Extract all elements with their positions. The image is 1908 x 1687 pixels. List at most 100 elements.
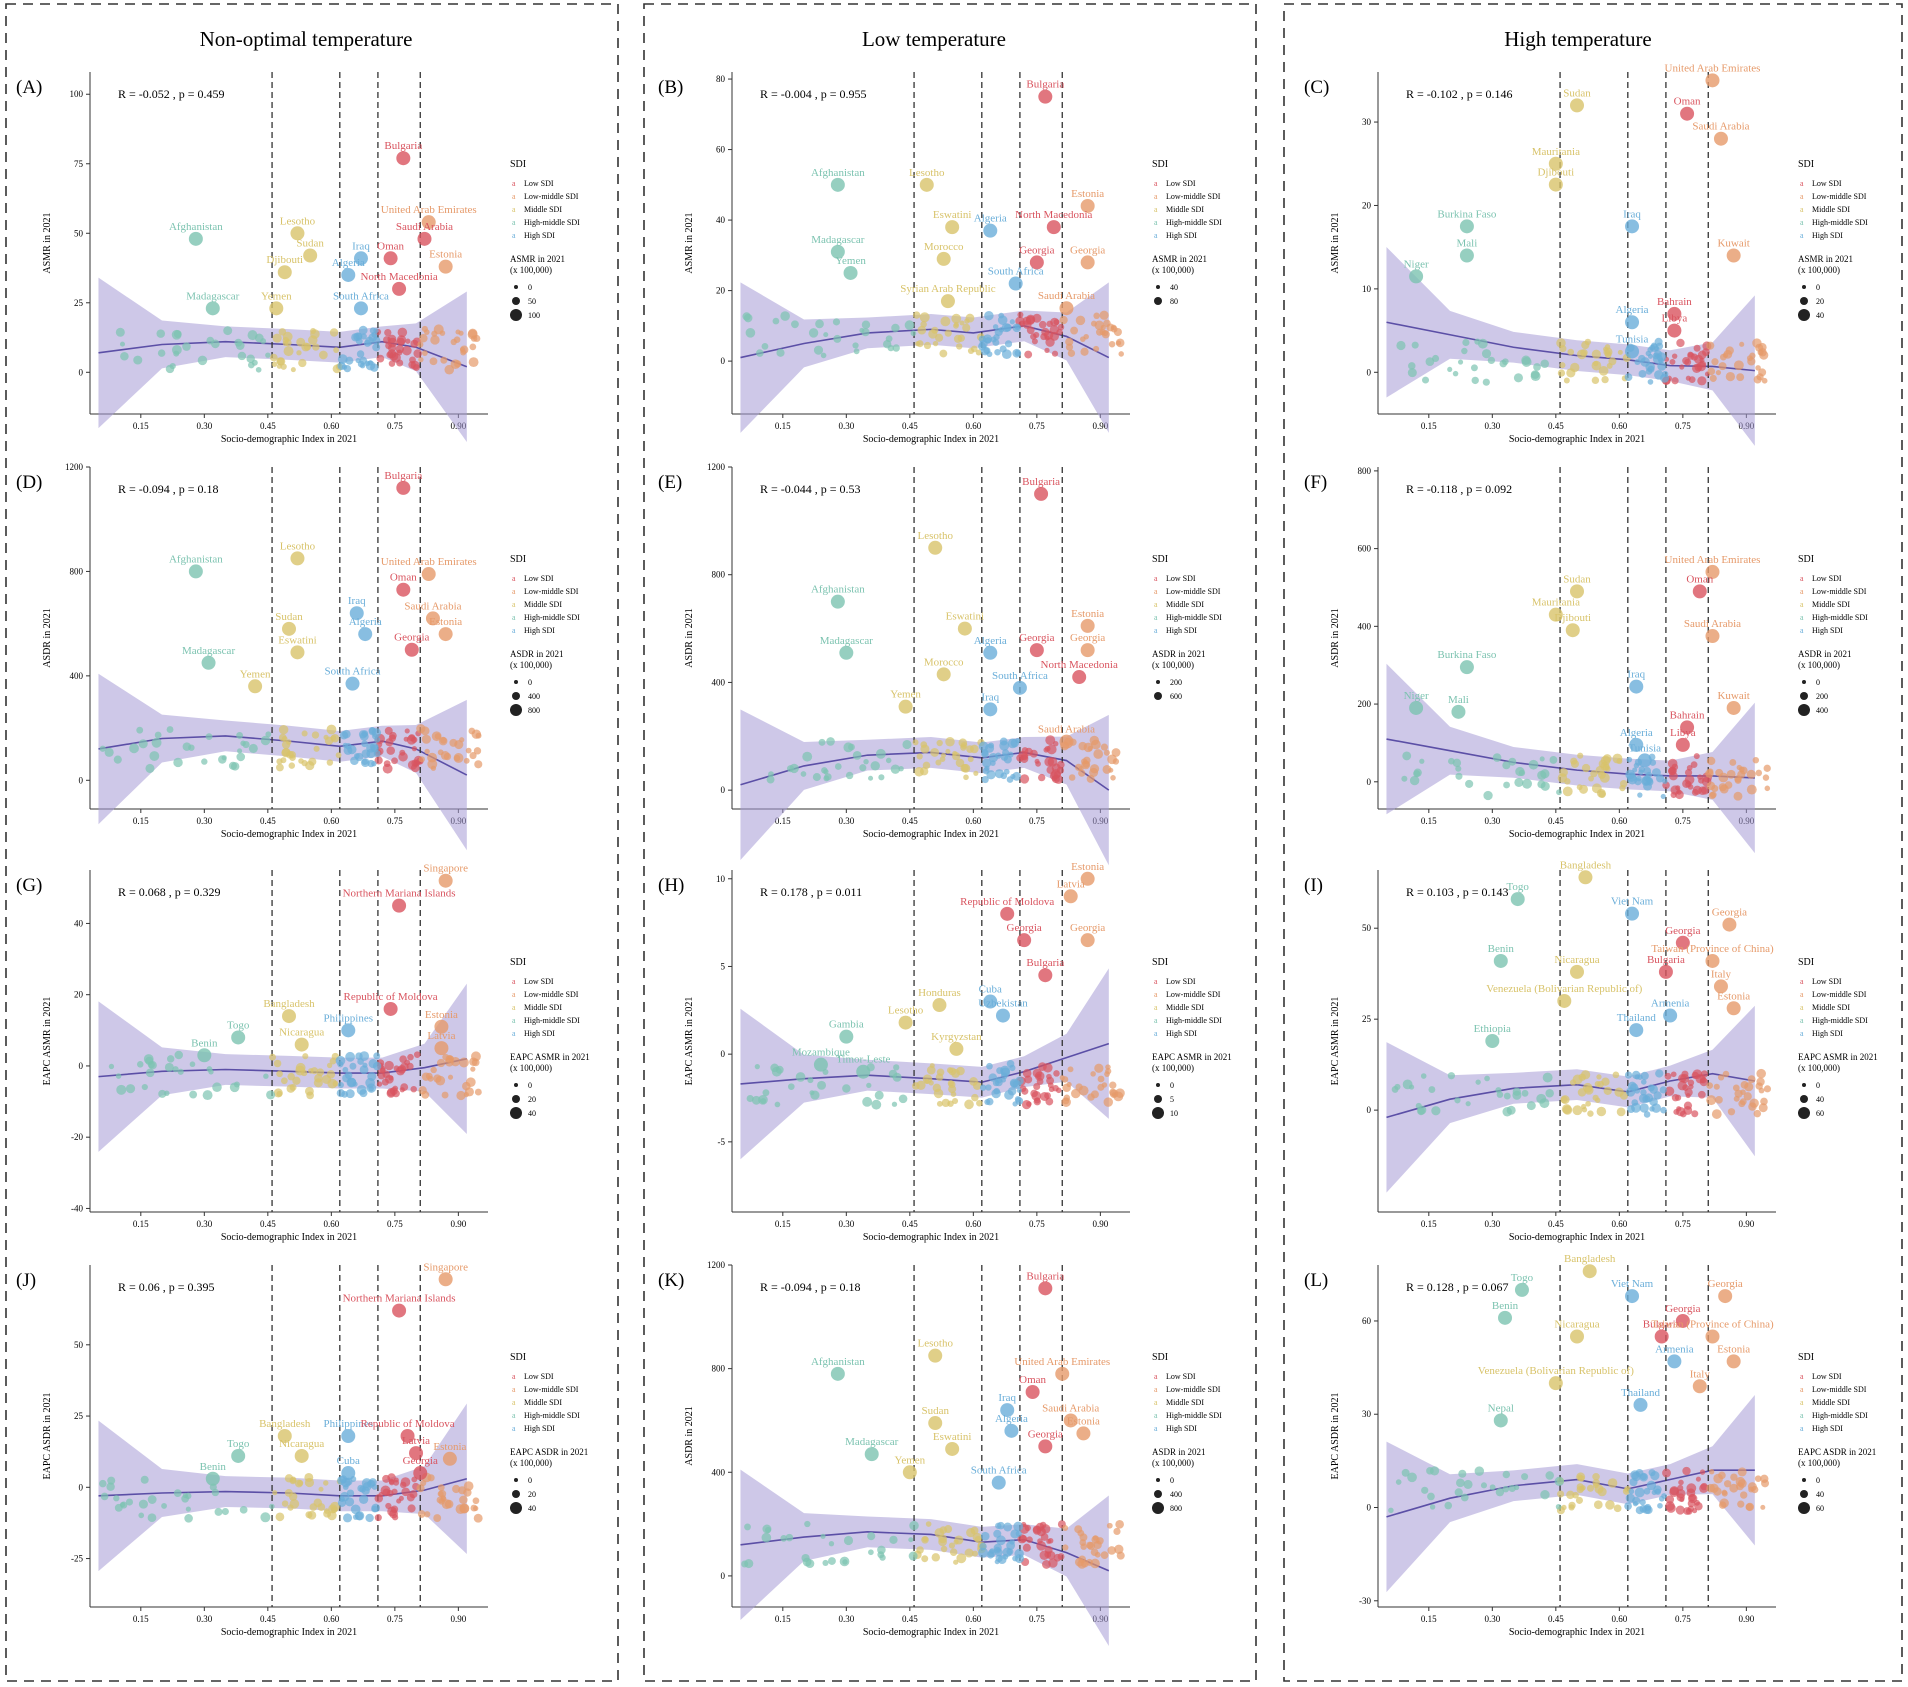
- data-point: [384, 726, 393, 735]
- y-tick-label: 0: [721, 1049, 726, 1059]
- data-point: [1604, 344, 1611, 350]
- size-legend-dot: [510, 309, 522, 321]
- data-point: [1736, 373, 1745, 382]
- data-point: [280, 363, 287, 370]
- labeled-point: [1080, 933, 1095, 948]
- data-point: [1033, 1082, 1041, 1091]
- data-point: [823, 332, 829, 338]
- data-point: [1080, 347, 1089, 356]
- size-legend-dot: [1154, 297, 1162, 305]
- size-legend-title: (x 100,000): [1798, 265, 1840, 275]
- country-label: Afghanistan: [811, 167, 865, 179]
- data-point: [329, 328, 339, 337]
- size-legend-label: 0: [1816, 678, 1820, 687]
- y-axis-label: ASMR in 2021: [1330, 212, 1341, 273]
- data-point: [1462, 338, 1470, 347]
- labeled-point: [839, 1029, 854, 1044]
- data-point: [978, 1547, 989, 1558]
- data-point: [201, 758, 208, 765]
- x-tick-label: 0.30: [196, 1219, 212, 1229]
- x-tick-label: 0.45: [1548, 421, 1564, 431]
- data-point: [430, 1066, 437, 1074]
- labeled-point: [936, 251, 951, 266]
- x-tick-label: 0.45: [260, 1614, 276, 1624]
- data-point: [1033, 1097, 1041, 1106]
- data-point: [1717, 1074, 1725, 1081]
- data-point: [1684, 774, 1695, 785]
- data-point: [1533, 363, 1541, 371]
- labeled-point: [1076, 1426, 1091, 1441]
- labeled-point: [1625, 315, 1640, 330]
- data-point: [1648, 1469, 1656, 1477]
- data-point: [136, 1061, 144, 1068]
- legend-title: SDI: [1798, 554, 1814, 565]
- data-point: [391, 757, 398, 765]
- data-point: [361, 749, 371, 759]
- size-legend-label: 20: [528, 1490, 536, 1499]
- data-point: [205, 733, 213, 740]
- data-point: [1695, 1476, 1701, 1482]
- labeled-point: [438, 627, 453, 642]
- data-point: [1682, 1466, 1691, 1476]
- legend-item: Low SDI: [524, 1372, 554, 1381]
- data-point: [818, 738, 826, 746]
- data-point: [1448, 757, 1455, 765]
- data-point: [1697, 1090, 1706, 1099]
- size-legend-dot: [1156, 285, 1160, 289]
- smooth-line: [740, 1042, 1110, 1085]
- data-point: [147, 1495, 157, 1504]
- data-point: [384, 1060, 394, 1071]
- data-point: [1396, 340, 1406, 351]
- data-point: [1444, 1501, 1453, 1510]
- country-label: Georgia: [1070, 922, 1105, 934]
- data-point: [1062, 1525, 1069, 1531]
- confidence-band: [740, 968, 1109, 1160]
- data-point: [1581, 1070, 1591, 1080]
- size-legend-dot: [1802, 1478, 1806, 1482]
- data-point: [1074, 1557, 1084, 1567]
- labeled-point: [902, 1465, 917, 1480]
- data-point: [1014, 349, 1021, 357]
- labeled-point: [1548, 607, 1563, 622]
- labeled-point: [1034, 486, 1049, 501]
- data-point: [1502, 1485, 1510, 1493]
- country-label: Bulgaria: [1647, 954, 1685, 966]
- country-label: Kuwait: [1717, 238, 1749, 250]
- legend-item: Low-middle SDI: [1166, 587, 1221, 596]
- data-point: [776, 348, 785, 357]
- data-point: [1100, 743, 1108, 751]
- data-point: [463, 1488, 472, 1497]
- data-point: [1087, 746, 1093, 752]
- data-point: [296, 337, 306, 347]
- data-point: [965, 313, 975, 323]
- data-point: [284, 1488, 293, 1497]
- labeled-point: [1705, 73, 1720, 88]
- legend-item: Low-middle SDI: [1166, 1385, 1221, 1394]
- data-point: [424, 748, 430, 755]
- data-point: [1409, 1084, 1415, 1090]
- legend-key: a: [512, 600, 516, 609]
- data-point: [452, 1484, 461, 1494]
- data-point: [475, 732, 482, 739]
- country-label: Djibouti: [1537, 167, 1574, 179]
- labeled-point: [856, 1064, 871, 1079]
- data-point: [1474, 338, 1481, 345]
- data-point: [1671, 377, 1679, 385]
- data-point: [400, 1477, 411, 1487]
- x-tick-label: 0.30: [196, 421, 212, 431]
- labeled-point: [290, 551, 305, 566]
- data-point: [347, 1077, 357, 1087]
- data-point: [1660, 373, 1670, 383]
- legend-key: a: [1800, 1003, 1804, 1012]
- country-label: Cuba: [979, 984, 1002, 996]
- data-point: [1745, 1502, 1755, 1512]
- data-point: [345, 1089, 355, 1099]
- data-point: [115, 327, 125, 337]
- labeled-point: [1705, 1329, 1720, 1344]
- data-point: [374, 736, 381, 743]
- data-point: [1587, 1110, 1594, 1117]
- data-point: [1682, 357, 1690, 365]
- data-point: [1463, 1479, 1473, 1489]
- data-point: [386, 1489, 394, 1497]
